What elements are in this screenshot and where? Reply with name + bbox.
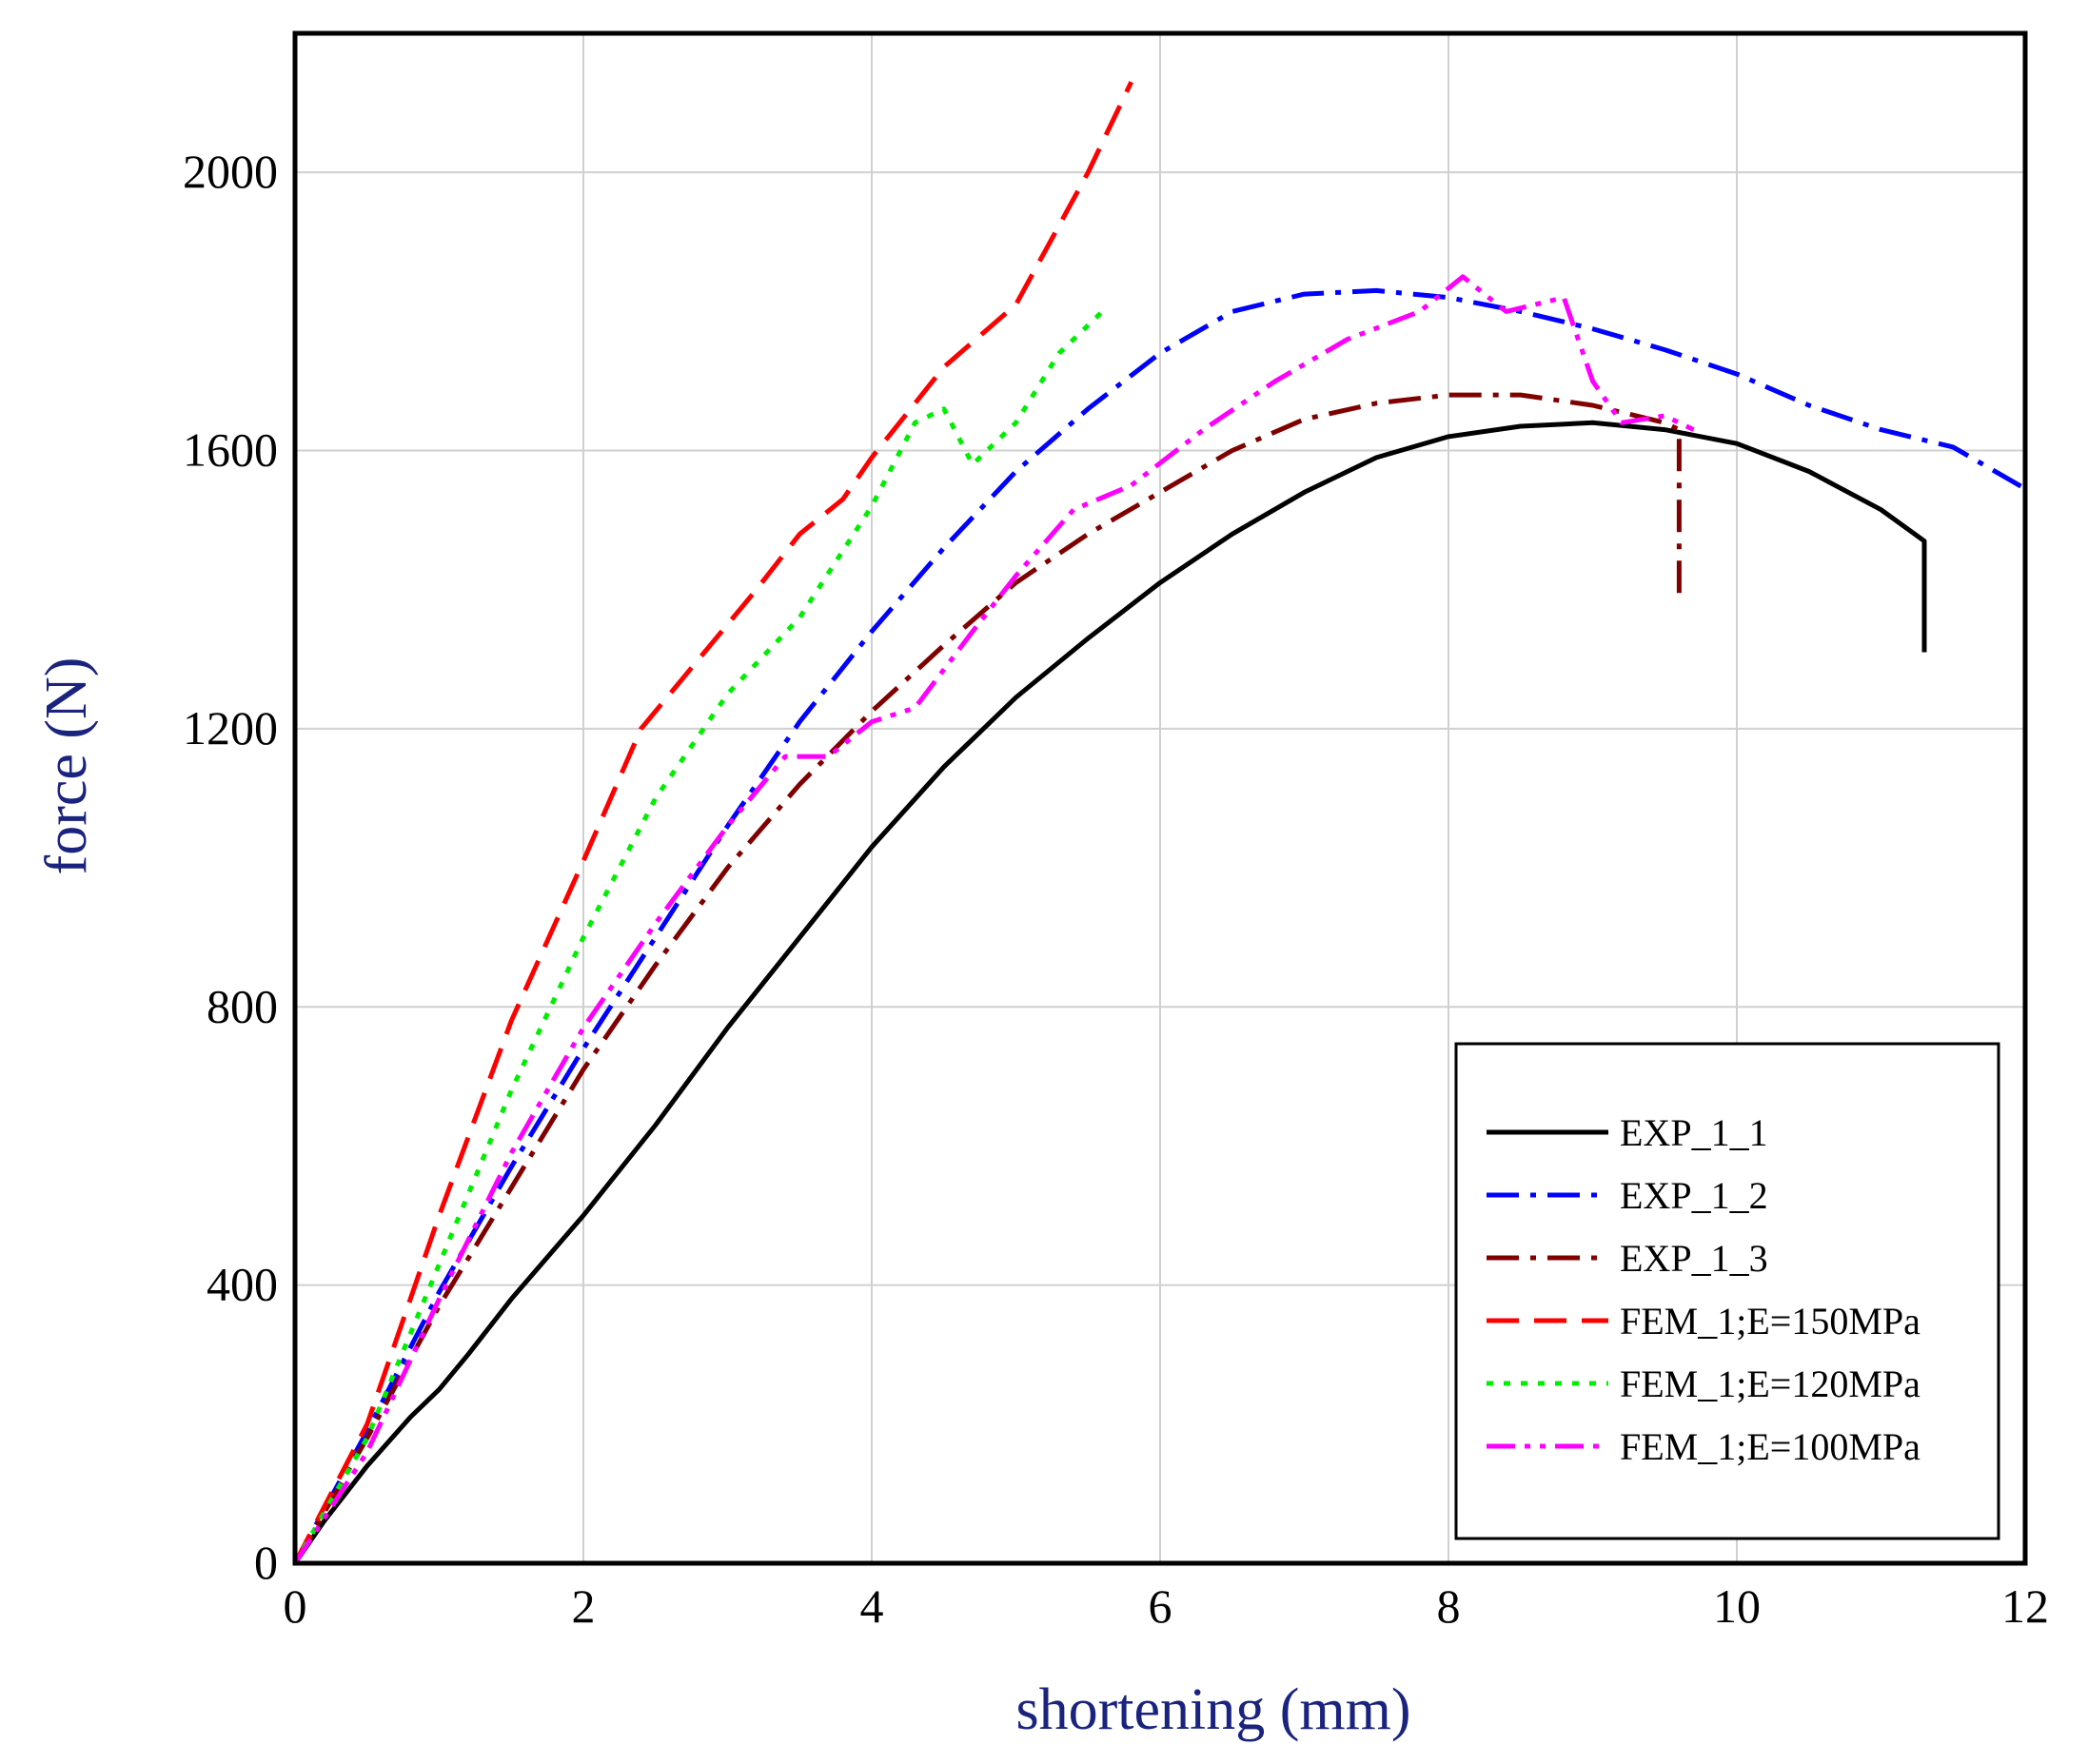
series-line-3 (292, 392, 1682, 1565)
x-tick-label: 12 (2001, 1579, 2049, 1633)
legend-label: FEM_1;E=150MPa (1620, 1300, 1921, 1343)
legend-label: EXP_1_2 (1620, 1174, 1768, 1217)
legend: EXP_1_1 EXP_1_2 EXP_1_3 FEM_1;E=150MPa FEM_1… (1454, 1042, 2000, 1540)
series-line-4 (292, 81, 1133, 1565)
x-tick-label: 8 (1437, 1579, 1461, 1633)
y-tick-label: 0 (254, 1536, 278, 1589)
y-tick-label: 800 (207, 979, 278, 1032)
legend-label: EXP_1_3 (1620, 1237, 1768, 1280)
x-tick-label: 10 (1713, 1579, 1761, 1633)
plot-frame (292, 30, 2028, 1566)
x-tick-label: 0 (284, 1579, 307, 1633)
x-tick-label: 4 (860, 1579, 884, 1633)
y-tick-label: 1600 (183, 423, 278, 477)
legend-label: FEM_1;E=120MPa (1620, 1362, 1921, 1405)
legend-label: FEM_1;E=100MPa (1620, 1425, 1921, 1468)
y-tick-label: 2000 (183, 145, 278, 198)
x-tick-label: 6 (1149, 1579, 1172, 1633)
x-tick-label: 2 (572, 1579, 596, 1633)
y-axis-title: force (N) (34, 657, 99, 875)
tick-labels: 0 2 4 6 8 10 12 0 400 800 1200 1600 2000 (183, 145, 2049, 1633)
y-tick-label: 1200 (183, 701, 278, 755)
y-tick-label: 400 (207, 1258, 278, 1311)
series-line-6 (292, 274, 1695, 1565)
series-line-2 (292, 287, 2027, 1565)
grid (295, 33, 2025, 1563)
series-line-5 (292, 309, 1105, 1565)
legend-box (1454, 1042, 2000, 1540)
x-axis-title: shortening (mm) (1016, 1677, 1411, 1742)
legend-label: EXP_1_1 (1620, 1111, 1768, 1154)
series-line-1 (292, 420, 1927, 1565)
series-group (292, 81, 2027, 1565)
